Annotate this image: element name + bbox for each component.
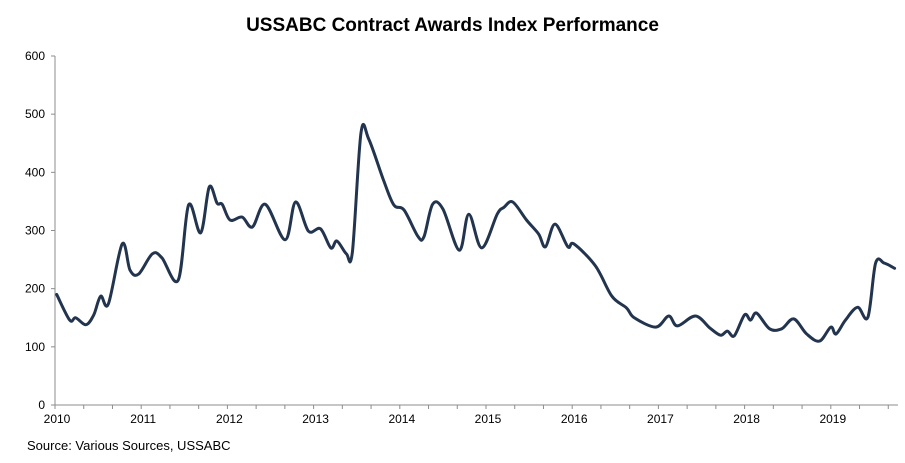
x-tick-label: 2013 (302, 412, 329, 426)
x-tick-label: 2011 (130, 412, 156, 426)
y-tick-label: 300 (25, 224, 45, 238)
x-tick-label: 2010 (44, 412, 71, 426)
series-line (55, 122, 897, 343)
x-tick-label: 2018 (733, 412, 760, 426)
y-axis-ticks: 0 100 200 300 400 500 600 (25, 49, 55, 412)
source-note: Source: Various Sources, USSABC (27, 438, 231, 453)
y-tick-label: 200 (25, 282, 45, 296)
x-tick-label: 2014 (388, 412, 415, 426)
chart-title: USSABC Contract Awards Index Performance (246, 15, 659, 36)
y-tick-label: 500 (25, 107, 45, 121)
axes (54, 56, 898, 406)
x-tick-label: 2017 (647, 412, 674, 426)
x-tick-label: 2019 (819, 412, 846, 426)
y-tick-label: 100 (25, 340, 45, 354)
x-tick-label: 2016 (561, 412, 588, 426)
x-tick-label: 2012 (216, 412, 243, 426)
x-tick-label: 2015 (475, 412, 502, 426)
y-tick-label: 400 (25, 165, 45, 179)
y-tick-label: 600 (25, 49, 45, 63)
y-tick-label: 0 (38, 398, 45, 412)
x-axis-ticks: 2010 2011 2012 2013 2014 2015 2016 2017 2018 2019 (44, 405, 889, 426)
